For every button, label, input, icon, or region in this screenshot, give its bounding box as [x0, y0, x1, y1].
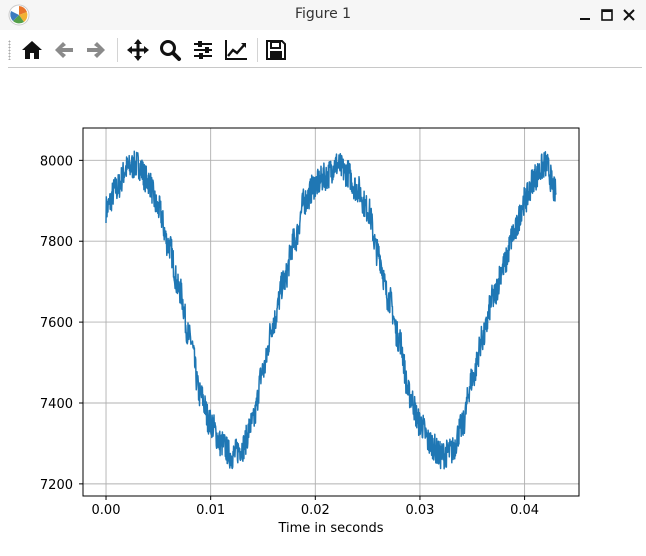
x-axis-label: Time in seconds	[277, 521, 383, 536]
axes-frame	[83, 128, 579, 496]
x-tick-label: 0.04	[510, 503, 539, 518]
y-tick-label: 7600	[40, 316, 73, 331]
back-icon[interactable]	[50, 36, 78, 64]
x-tick-label: 0.01	[196, 503, 225, 518]
y-tick-label: 7200	[40, 478, 73, 493]
minimize-icon[interactable]	[576, 5, 594, 25]
line-chart: 0.00 0.01 0.02 0.03 0.04 7200 7400 7600 7800 8000…	[0, 68, 646, 552]
zoom-icon[interactable]	[156, 36, 184, 64]
toolbar	[0, 32, 646, 67]
forward-icon[interactable]	[82, 36, 110, 64]
maximize-icon[interactable]	[598, 5, 616, 25]
x-tick-label: 0.03	[405, 503, 434, 518]
x-tick-label: 0.00	[92, 503, 121, 518]
window-title: Figure 1	[0, 6, 646, 22]
configure-subplots-icon[interactable]	[189, 36, 217, 64]
y-tick-label: 8000	[40, 154, 73, 169]
edit-curves-icon[interactable]	[222, 36, 250, 64]
home-icon[interactable]	[18, 36, 46, 64]
y-tick-label: 7400	[40, 397, 73, 412]
figure-canvas[interactable]: 0.00 0.01 0.02 0.03 0.04 7200 7400 7600 7800 8000…	[0, 68, 646, 552]
toolbar-grip[interactable]	[8, 40, 11, 60]
pan-icon[interactable]	[124, 36, 152, 64]
close-icon[interactable]	[620, 5, 638, 25]
x-tick-label: 0.02	[301, 503, 330, 518]
title-bar: Figure 1	[0, 0, 646, 30]
y-tick-label: 7800	[40, 235, 73, 250]
toolbar-separator	[117, 38, 118, 62]
data-series-line	[106, 151, 556, 469]
toolbar-separator	[257, 38, 258, 62]
save-icon[interactable]	[262, 36, 290, 64]
